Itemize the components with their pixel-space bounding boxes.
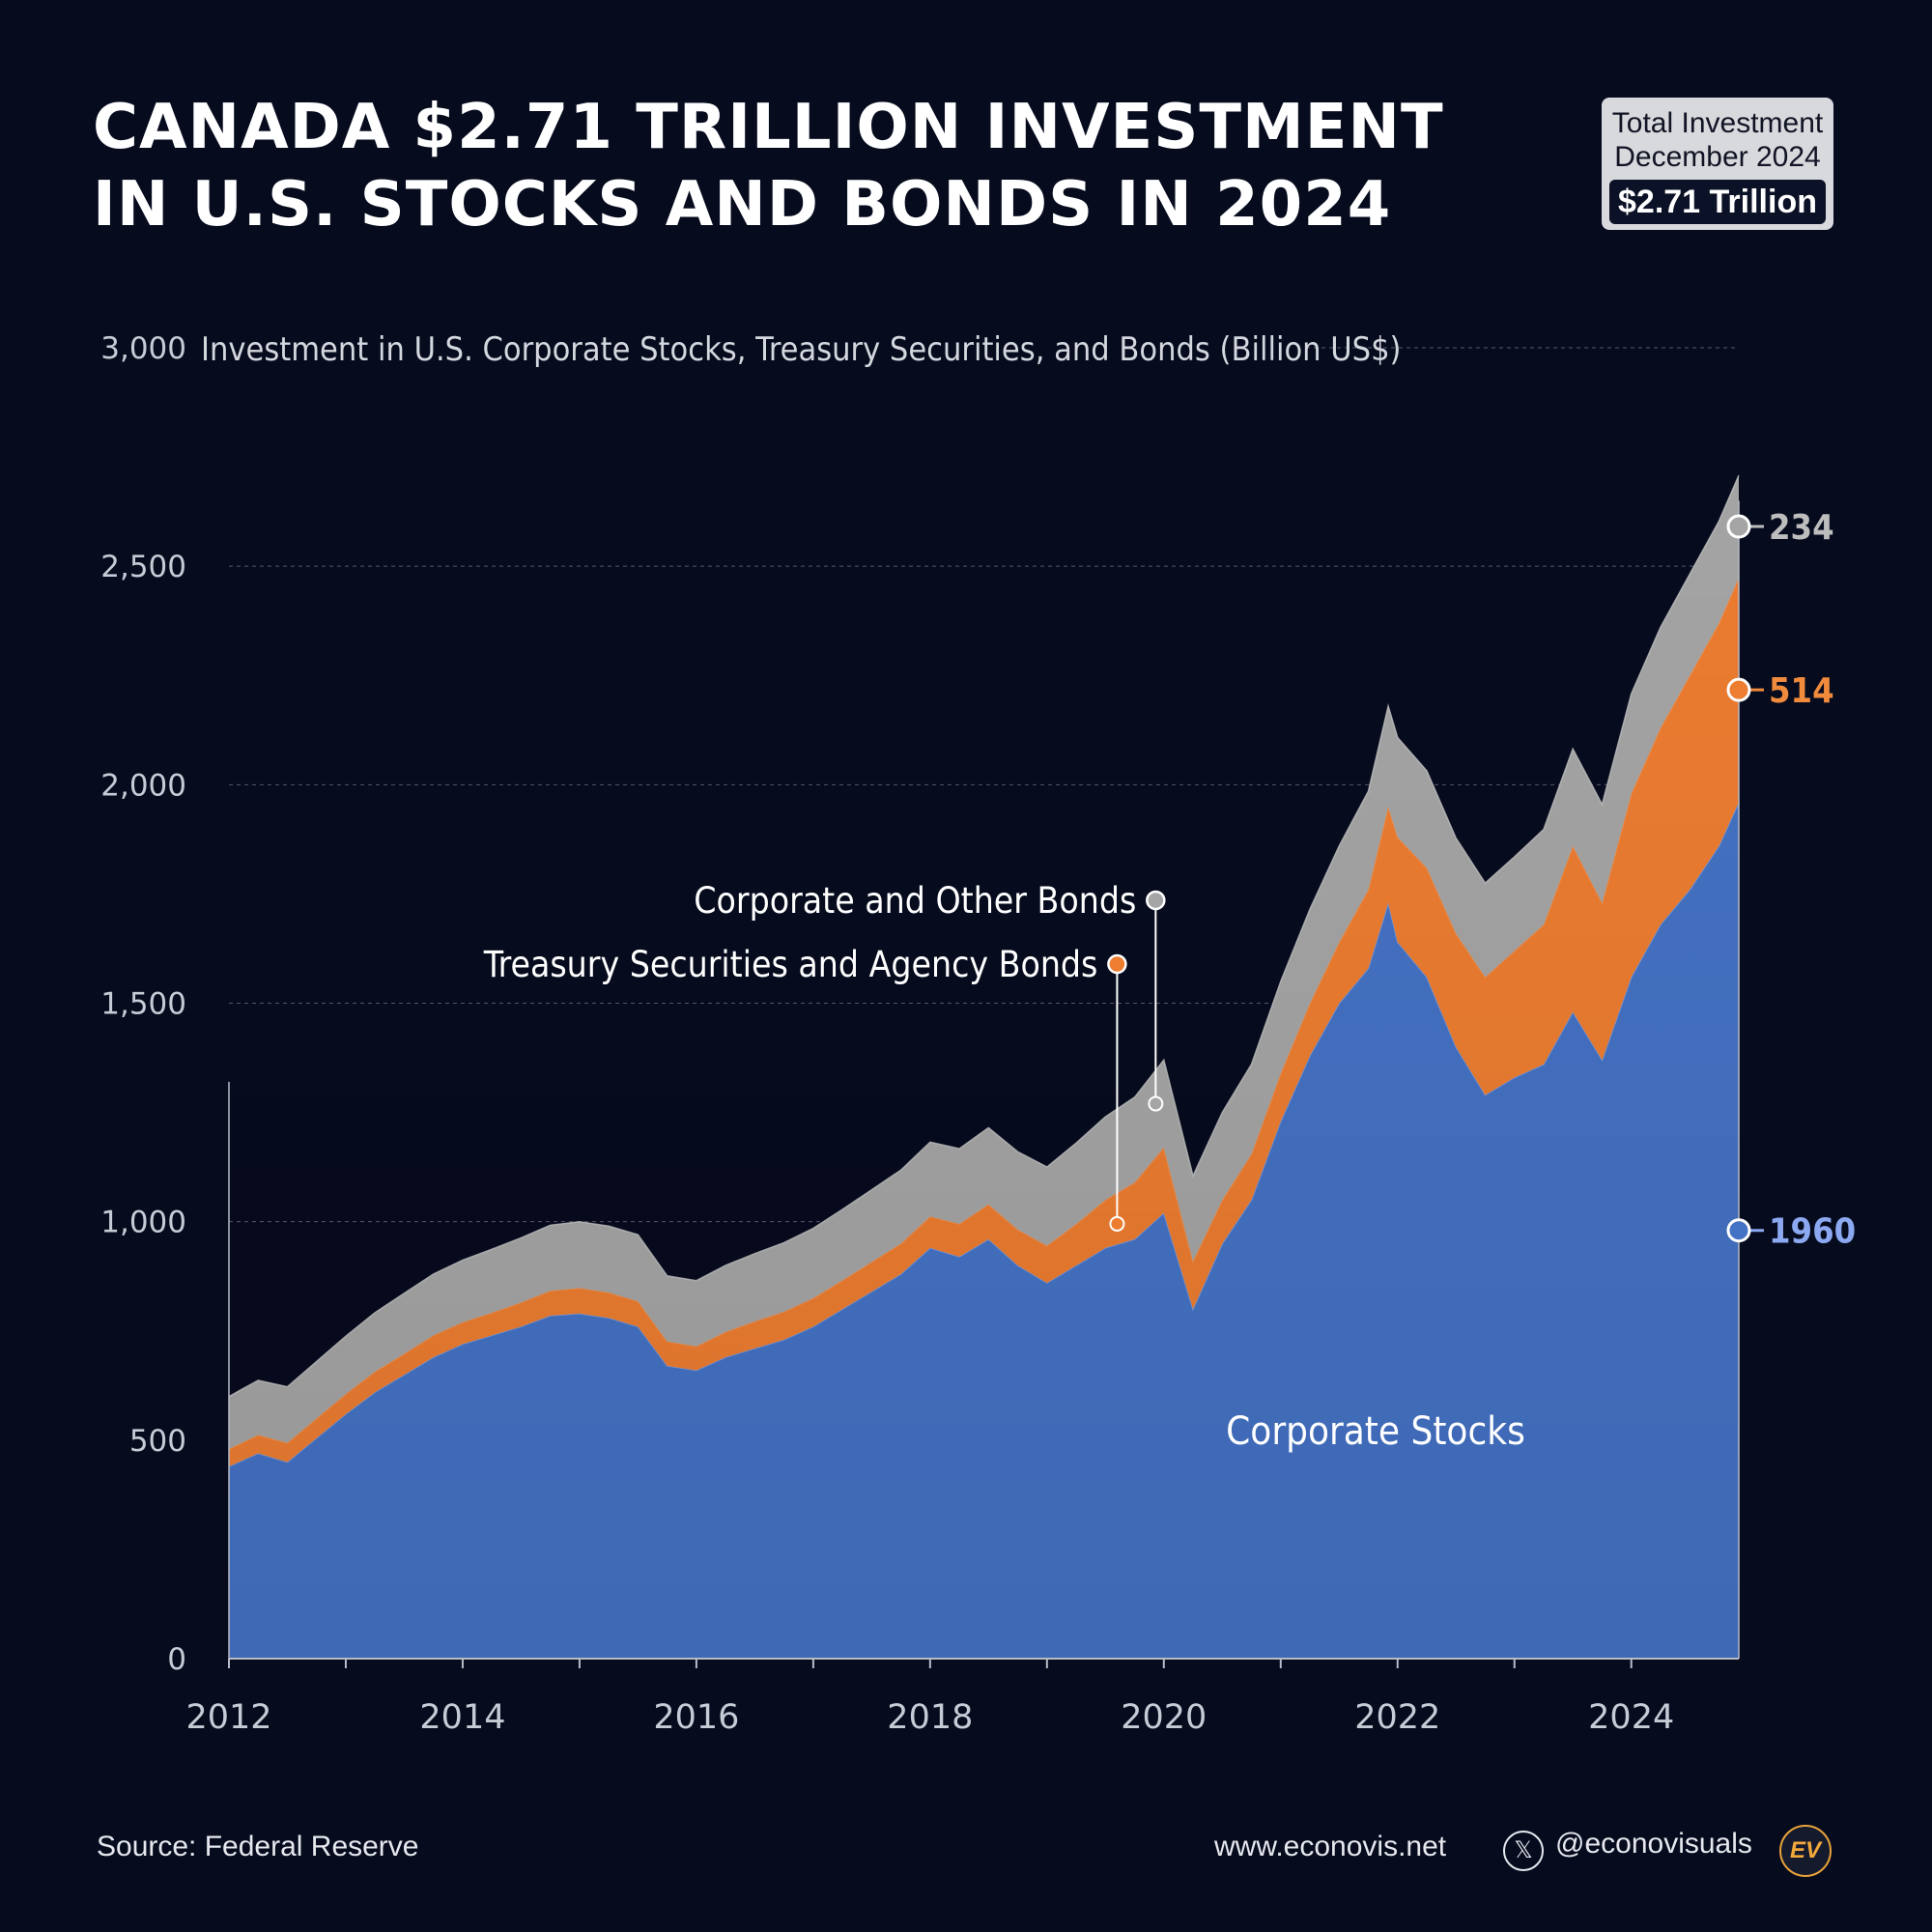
- y-axis-title: Investment in U.S. Corporate Stocks, Tre…: [201, 330, 1402, 369]
- x-logo-icon: 𝕏: [1503, 1831, 1544, 1871]
- end-marker: [1726, 677, 1751, 702]
- y-tick-label: 1,000: [100, 1206, 186, 1240]
- econovis-logo: EV: [1779, 1825, 1832, 1877]
- y-tick-label: 1,500: [100, 987, 186, 1022]
- annotation-dot: [1107, 953, 1127, 975]
- badge-label-1: Total Investment: [1611, 107, 1824, 139]
- annotation-anchor: [1109, 1215, 1125, 1232]
- chart-title: CANADA $2.71 TRILLION INVESTMENT IN U.S.…: [93, 89, 1444, 243]
- title-line-1: CANADA $2.71 TRILLION INVESTMENT: [93, 92, 1444, 163]
- x-tick-label: 2020: [1121, 1698, 1207, 1737]
- end-marker: [1726, 1218, 1751, 1243]
- annotation-label: Corporate and Other Bonds: [694, 880, 1136, 922]
- x-tick-label: 2024: [1588, 1698, 1674, 1737]
- annotation-dot: [1146, 890, 1166, 911]
- y-tick-label: 2,000: [100, 768, 186, 803]
- y-tick-label: 0: [167, 1642, 186, 1677]
- x-tick-label: 2018: [887, 1698, 973, 1737]
- y-tick-label: 3,000: [100, 331, 186, 366]
- end-label: 514: [1769, 671, 1834, 711]
- end-label: 234: [1769, 508, 1834, 548]
- x-tick-label: 2012: [185, 1698, 271, 1737]
- end-marker: [1726, 514, 1751, 539]
- badge-value: $2.71 Trillion: [1609, 180, 1826, 224]
- title-line-2: IN U.S. STOCKS AND BONDS IN 2024: [93, 169, 1392, 241]
- annotation-anchor: [1148, 1095, 1164, 1112]
- x-tick-label: 2022: [1354, 1698, 1440, 1737]
- badge-label-2: December 2024: [1614, 141, 1821, 173]
- website-link[interactable]: www.econovis.net: [1214, 1831, 1447, 1862]
- annotation-label: Treasury Securities and Agency Bonds: [483, 944, 1098, 985]
- x-tick-label: 2016: [653, 1698, 739, 1737]
- source-note: Source: Federal Reserve: [97, 1831, 419, 1862]
- y-tick-label: 2,500: [100, 550, 186, 584]
- series-label-corporate-stocks: Corporate Stocks: [1226, 1409, 1525, 1454]
- y-tick-label: 500: [129, 1424, 186, 1459]
- social-handle[interactable]: @econovisuals: [1555, 1828, 1752, 1860]
- x-tick-label: 2014: [419, 1698, 505, 1737]
- end-label: 1960: [1769, 1212, 1856, 1252]
- area-shade: [229, 348, 1739, 1659]
- total-investment-badge: Total Investment December 2024 $2.71 Tri…: [1602, 98, 1833, 230]
